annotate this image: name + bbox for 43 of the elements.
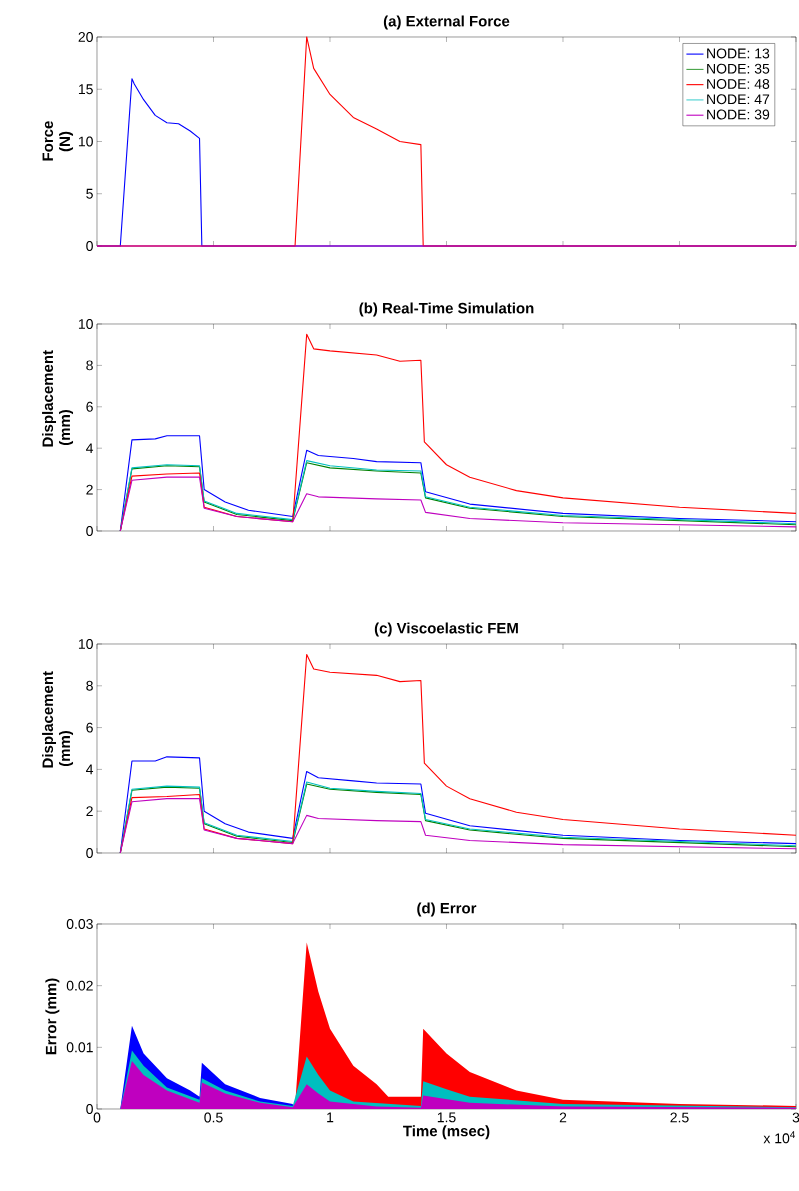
y-tick-label: 0.01 [66, 1042, 93, 1053]
x-tick-label: 2 [559, 1112, 567, 1123]
y-axis-title: Displacement (mm) [42, 671, 74, 768]
y-tick-label: 6 [86, 722, 93, 733]
y-tick-label: 8 [86, 360, 93, 371]
chart-title: (a) External Force [383, 15, 510, 30]
y-tick-label: 4 [85, 764, 94, 775]
x-axis-title: Time (msec) [403, 1125, 490, 1140]
y-tick-label: 0 [86, 1104, 93, 1114]
y-tick-label: 0.02 [66, 980, 93, 991]
y-tick-label: 20 [78, 32, 93, 42]
chart-title: (b) Real-Time Simulation [359, 302, 534, 317]
y-tick-label: 8 [86, 680, 93, 691]
y-tick-label: 10 [78, 319, 93, 329]
legend-label: NODE: 47 [707, 94, 770, 105]
y-tick-label: 2 [86, 484, 93, 495]
y-tick-label: 10 [78, 136, 93, 147]
y-axis-title: Displacement (mm) [42, 350, 74, 447]
x-tick-label: 0.5 [204, 1112, 223, 1123]
legend-label: NODE: 35 [707, 63, 770, 74]
y-tick-label: 2 [86, 806, 93, 817]
legend-label: NODE: 39 [707, 109, 770, 120]
y-tick-label: 10 [78, 639, 93, 649]
x-tick-label: 0 [93, 1112, 101, 1123]
y-tick-label: 0 [86, 848, 93, 858]
x-tick-label: 3 [792, 1112, 799, 1123]
x-tick-label: 1 [327, 1112, 334, 1123]
x-tick-label: 2.5 [670, 1112, 689, 1123]
y-tick-label: 4 [85, 443, 94, 454]
y-tick-label: 0.03 [66, 919, 93, 929]
y-tick-label: 0 [86, 241, 93, 251]
text: x 10$^{4}$ [763, 1131, 796, 1144]
y-tick-label: 6 [86, 401, 93, 412]
y-axis-title: Error (mm) [45, 978, 60, 1055]
y-axis-title: Force (N) [42, 121, 74, 161]
y-tick-label: 0 [86, 526, 93, 536]
chart-title: (d) Error [417, 902, 477, 917]
chart-title: (c) Viscoelastic FEM [374, 622, 518, 637]
y-tick-label: 15 [78, 84, 93, 95]
legend-label: NODE: 13 [707, 48, 770, 59]
y-tick-label: 5 [86, 188, 93, 199]
legend-label: NODE: 48 [707, 79, 770, 89]
x-tick-label: 1.5 [437, 1112, 456, 1123]
